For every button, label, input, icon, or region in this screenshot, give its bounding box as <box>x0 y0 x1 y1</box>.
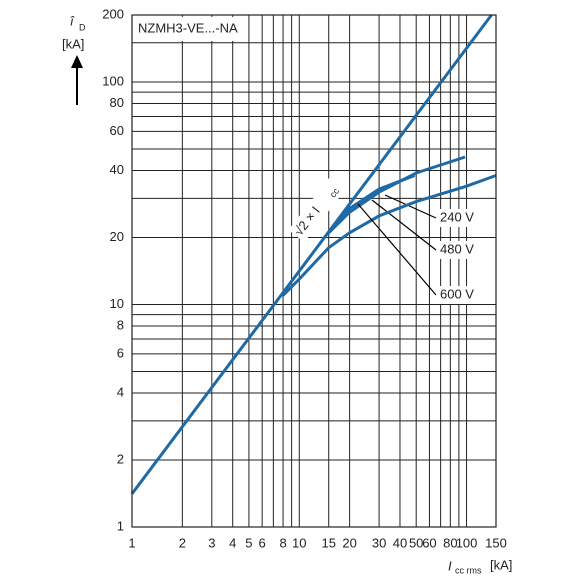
line <box>282 174 497 297</box>
y-label-sub: D <box>79 22 86 32</box>
legend-box <box>438 209 486 227</box>
leader-line <box>357 203 437 296</box>
x-tick-label: 80 <box>443 535 457 550</box>
x-tick-label: 60 <box>422 535 436 550</box>
x-label-symbol: I <box>448 558 452 573</box>
x-tick-label: 15 <box>321 535 335 550</box>
line <box>327 155 466 234</box>
x-tick-label: 1 <box>128 535 135 550</box>
x-tick-label: 6 <box>259 535 266 550</box>
plot-frame <box>131 14 497 528</box>
y-tick-label: 1 <box>117 518 124 533</box>
y-tick-label: 40 <box>110 162 124 177</box>
legend-label: 240 V <box>440 209 474 224</box>
x-tick-label: 20 <box>342 535 356 550</box>
y-tick-label: 10 <box>110 296 124 311</box>
y-label-unit: [kA] <box>62 36 84 51</box>
x-label-sub: cc rms <box>455 565 482 575</box>
line <box>130 14 493 495</box>
x-tick-label: 150 <box>485 535 507 550</box>
y-tick-label: 2 <box>117 451 124 466</box>
y-tick-label: 80 <box>110 95 124 110</box>
y-tick-label: 8 <box>117 317 124 332</box>
y-tick-label: 6 <box>117 345 124 360</box>
legend-box <box>438 286 486 304</box>
x-label-unit: [kA] <box>490 557 512 572</box>
x-tick-label: 5 <box>245 535 252 550</box>
y-tick-label: 100 <box>102 73 124 88</box>
y-label-symbol: î <box>70 13 75 28</box>
y-tick-label: 200 <box>102 6 124 21</box>
x-tick-label: 4 <box>229 535 236 550</box>
y-tick-label: 20 <box>110 229 124 244</box>
chart-title: NZMH3-VE...-NA <box>138 20 238 35</box>
legend-label: 600 V <box>440 286 474 301</box>
x-tick-label: 3 <box>208 535 215 550</box>
annotation-box <box>288 177 345 243</box>
title-box <box>134 17 246 41</box>
leader-line <box>384 194 437 219</box>
x-tick-label: 50 <box>409 535 423 550</box>
x-tick-label: 8 <box>279 535 286 550</box>
x-tick-label: 40 <box>393 535 407 550</box>
annotation: √2 × I cc <box>288 177 345 243</box>
x-tick-label: 10 <box>292 535 306 550</box>
x-tick-label: 2 <box>179 535 186 550</box>
line <box>327 174 416 234</box>
legend-box <box>438 241 486 259</box>
x-tick-label: 100 <box>456 535 478 550</box>
leader-line <box>371 199 437 251</box>
legend-label: 480 V <box>440 241 474 256</box>
y-tick-label: 60 <box>110 123 124 138</box>
x-tick-label: 30 <box>372 535 386 550</box>
y-tick-label: 4 <box>117 384 124 399</box>
y-arrow-head <box>71 55 83 68</box>
